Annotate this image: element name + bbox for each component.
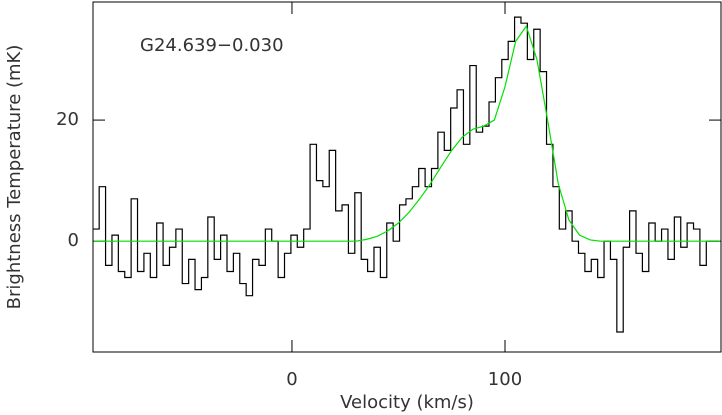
x-tick-label: 100: [488, 369, 522, 390]
spectrum: [93, 16, 720, 333]
plot-frame: [92, 1, 722, 353]
y-axis-label: Brightness Temperature (mK): [4, 45, 25, 310]
fit-line: [93, 24, 721, 242]
x-axis-label: Velocity (km/s): [340, 392, 474, 413]
x-tick-label: 0: [286, 369, 297, 390]
annotation: G24.639−0.030: [140, 35, 284, 56]
y-tick-label: 0: [68, 230, 79, 251]
y-tick-label: 20: [56, 109, 79, 130]
